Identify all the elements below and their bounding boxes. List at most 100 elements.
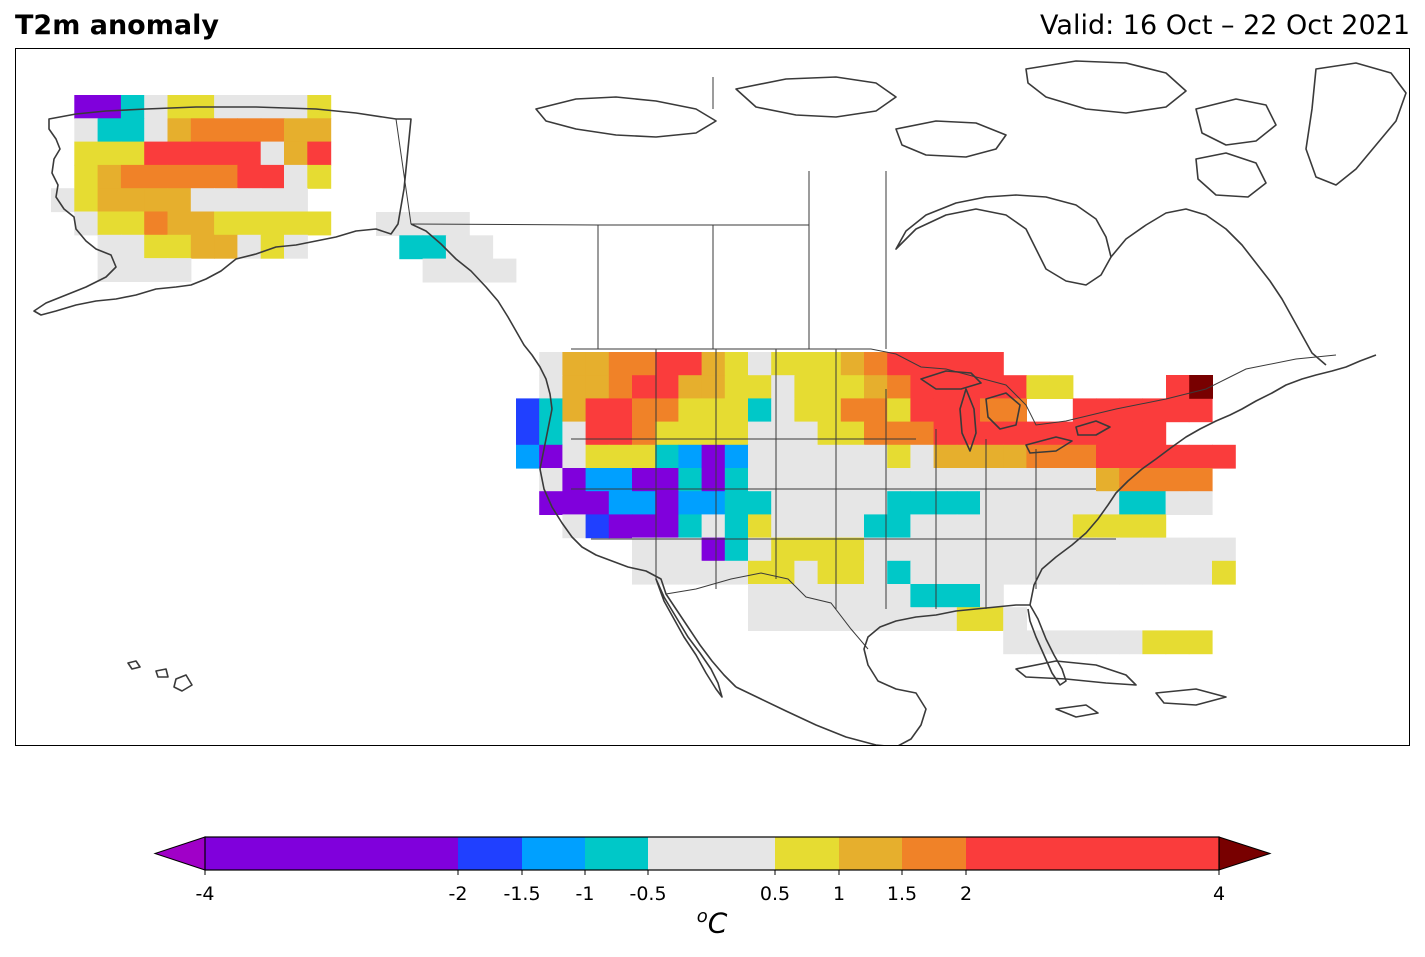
anomaly-cell bbox=[284, 234, 308, 259]
anomaly-cell bbox=[1026, 514, 1051, 539]
anomaly-cell bbox=[933, 560, 958, 585]
anomaly-cell bbox=[1026, 444, 1051, 469]
anomaly-cell bbox=[655, 468, 679, 492]
colorbar-unit-label: oC bbox=[696, 906, 728, 940]
anomaly-cell bbox=[237, 211, 262, 236]
anomaly-cell bbox=[794, 607, 819, 631]
anomaly-cell bbox=[1189, 375, 1213, 399]
anomaly-cell bbox=[144, 211, 169, 236]
anomaly-cell bbox=[1072, 514, 1097, 539]
anomaly-cell bbox=[120, 211, 145, 236]
anomaly-cell bbox=[1049, 630, 1074, 655]
anomaly-cell bbox=[190, 234, 215, 259]
anomaly-cell bbox=[678, 375, 703, 399]
colorbar-tick-label: 4 bbox=[1212, 883, 1226, 905]
anomaly-cell bbox=[910, 537, 935, 562]
colorbar-outline bbox=[204, 836, 1220, 871]
anomaly-cell bbox=[307, 211, 332, 236]
anomaly-cell bbox=[144, 141, 169, 166]
anomaly-cell bbox=[724, 491, 749, 515]
anomaly-cell bbox=[422, 235, 447, 260]
colorbar-tick-label: 1 bbox=[832, 883, 846, 905]
anomaly-cell bbox=[585, 352, 610, 376]
anomaly-cell bbox=[585, 514, 610, 539]
anomaly-cell bbox=[539, 444, 563, 469]
anomaly-cell bbox=[608, 514, 633, 539]
anomaly-cell bbox=[864, 491, 888, 515]
anomaly-cell bbox=[933, 421, 958, 446]
anomaly-cell bbox=[910, 375, 935, 399]
anomaly-cell bbox=[97, 211, 122, 236]
anomaly-cell bbox=[724, 468, 749, 492]
anomaly-cell bbox=[1212, 444, 1236, 469]
anomaly-cell bbox=[1049, 468, 1074, 492]
anomaly-cell bbox=[794, 584, 819, 608]
anomaly-cell bbox=[167, 141, 192, 166]
anomaly-cell bbox=[864, 444, 888, 469]
anomaly-cell bbox=[864, 468, 888, 492]
anomaly-cell bbox=[678, 537, 703, 562]
anomaly-cell bbox=[237, 164, 262, 189]
anomaly-cell bbox=[1003, 444, 1027, 469]
anomaly-cell bbox=[190, 211, 215, 236]
anomaly-cell bbox=[678, 560, 703, 585]
anomaly-cell bbox=[562, 375, 587, 399]
coastlines bbox=[33, 60, 1407, 745]
anomaly-cell bbox=[1142, 514, 1167, 539]
anomaly-cell bbox=[97, 95, 122, 119]
anomaly-cell bbox=[864, 607, 888, 631]
anomaly-cell bbox=[817, 444, 842, 469]
anomaly-cell bbox=[655, 375, 679, 399]
colorbar-segment bbox=[648, 837, 775, 870]
colorbar-over-extension bbox=[1218, 836, 1272, 871]
anomaly-cell bbox=[1119, 444, 1143, 469]
anomaly-cell bbox=[632, 514, 656, 539]
anomaly-cell bbox=[655, 514, 679, 539]
anomaly-cell bbox=[1142, 537, 1167, 562]
anomaly-cell bbox=[887, 607, 911, 631]
anomaly-cell bbox=[748, 444, 772, 469]
anomaly-cell bbox=[655, 537, 679, 562]
anomaly-cell bbox=[1026, 491, 1051, 515]
colorbar-tick-label: -1.5 bbox=[503, 883, 541, 905]
anomaly-cell bbox=[167, 188, 192, 213]
colorbar-segment bbox=[585, 837, 648, 870]
anomaly-cell bbox=[794, 514, 819, 539]
anomaly-cell bbox=[748, 537, 772, 562]
anomaly-cell bbox=[284, 141, 308, 166]
anomaly-cell bbox=[1026, 375, 1051, 399]
anomaly-cell bbox=[562, 444, 587, 469]
anomaly-cell bbox=[794, 398, 819, 423]
colorbar-segment bbox=[458, 837, 522, 870]
anomaly-cell bbox=[840, 491, 865, 515]
anomaly-cell bbox=[956, 584, 981, 608]
anomaly-cell bbox=[910, 514, 935, 539]
anomaly-cell bbox=[1003, 537, 1027, 562]
anomaly-cell bbox=[1212, 537, 1236, 562]
anomaly-cell bbox=[956, 537, 981, 562]
anomaly-cell bbox=[701, 375, 726, 399]
anomaly-cell bbox=[817, 398, 842, 423]
anomaly-cell bbox=[1119, 514, 1143, 539]
anomaly-cell bbox=[910, 491, 935, 515]
anomaly-cell bbox=[748, 607, 772, 631]
anomaly-cell bbox=[771, 607, 795, 631]
anomaly-cell bbox=[771, 560, 795, 585]
anomaly-cell bbox=[771, 537, 795, 562]
anomaly-cell bbox=[701, 491, 726, 515]
anomaly-cell bbox=[956, 352, 981, 376]
anomaly-cell bbox=[817, 607, 842, 631]
anomaly-cell bbox=[864, 514, 888, 539]
anomaly-cell bbox=[562, 491, 587, 515]
anomaly-cell bbox=[214, 188, 238, 213]
anomaly-cell bbox=[748, 352, 772, 376]
colorbar-segment bbox=[775, 837, 839, 870]
anomaly-cell bbox=[771, 444, 795, 469]
anomaly-cell bbox=[956, 607, 981, 631]
anomaly-cell bbox=[260, 141, 285, 166]
anomaly-cell bbox=[190, 188, 215, 213]
anomaly-cell bbox=[1049, 514, 1074, 539]
anomaly-cell bbox=[1165, 444, 1190, 469]
anomaly-cell bbox=[562, 352, 587, 376]
anomaly-cell bbox=[771, 398, 795, 423]
